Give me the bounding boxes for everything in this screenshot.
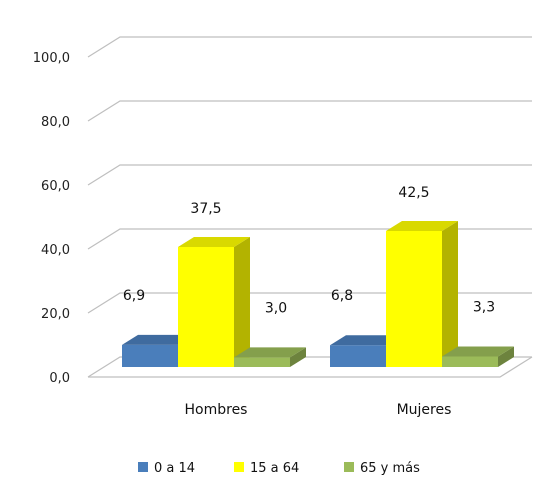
bar-front [386,231,442,367]
bar-front [178,247,234,367]
bar-front [234,357,290,367]
y-axis: 0,0 20,0 40,0 60,0 80,0 100,0 [33,51,70,386]
legend-swatch [344,462,354,472]
legend-entry: 65 y más [344,461,420,476]
x-axis: Hombres Mujeres [185,402,452,418]
gridlines [87,36,533,378]
bar-top [386,221,458,231]
legend-label: 0 a 14 [154,461,195,476]
bars [122,221,514,367]
x-tick-label: Hombres [185,402,248,418]
data-label: 6,9 [123,288,145,304]
bar [178,237,250,367]
y-tick-label: 100,0 [33,51,70,66]
legend-entry: 0 a 14 [138,461,195,476]
bar-top [442,346,514,357]
floor-edge [88,356,533,378]
bar-top [330,335,402,346]
bar [234,347,306,367]
legend-swatch [138,462,148,472]
bar-front [330,345,386,367]
legend: 0 a 14 15 a 64 65 y más [138,461,420,476]
legend-entry: 15 a 64 [234,461,299,476]
bar [386,221,458,367]
gridline [87,292,532,314]
bar-side [498,346,514,367]
legend-label: 15 a 64 [250,461,299,476]
bar [442,346,514,367]
bar-front [442,356,498,367]
legend-swatch [234,462,244,472]
y-tick-label: 0,0 [49,371,70,386]
data-label: 3,3 [473,299,495,315]
bar-side [290,347,306,367]
x-tick-label: Mujeres [397,402,452,418]
data-label: 6,8 [331,288,353,304]
data-label: 37,5 [190,201,221,217]
y-tick-label: 40,0 [41,243,70,258]
data-label: 42,5 [398,185,429,201]
legend-label: 65 y más [360,461,420,476]
gridline [87,164,532,186]
gridline [87,100,532,122]
data-label: 3,0 [265,300,287,316]
data-labels: 6,9 37,5 3,0 6,8 42,5 3,3 [123,185,495,316]
bar-front [122,344,178,367]
gridline [87,228,532,250]
y-tick-label: 20,0 [41,307,70,322]
bar-top [122,334,194,345]
bar-top [234,347,306,358]
bar-side [442,221,458,367]
bar-side [234,237,250,367]
bar-top [178,237,250,247]
y-tick-label: 60,0 [41,179,70,194]
gridline [87,36,532,58]
y-tick-label: 80,0 [41,115,70,130]
